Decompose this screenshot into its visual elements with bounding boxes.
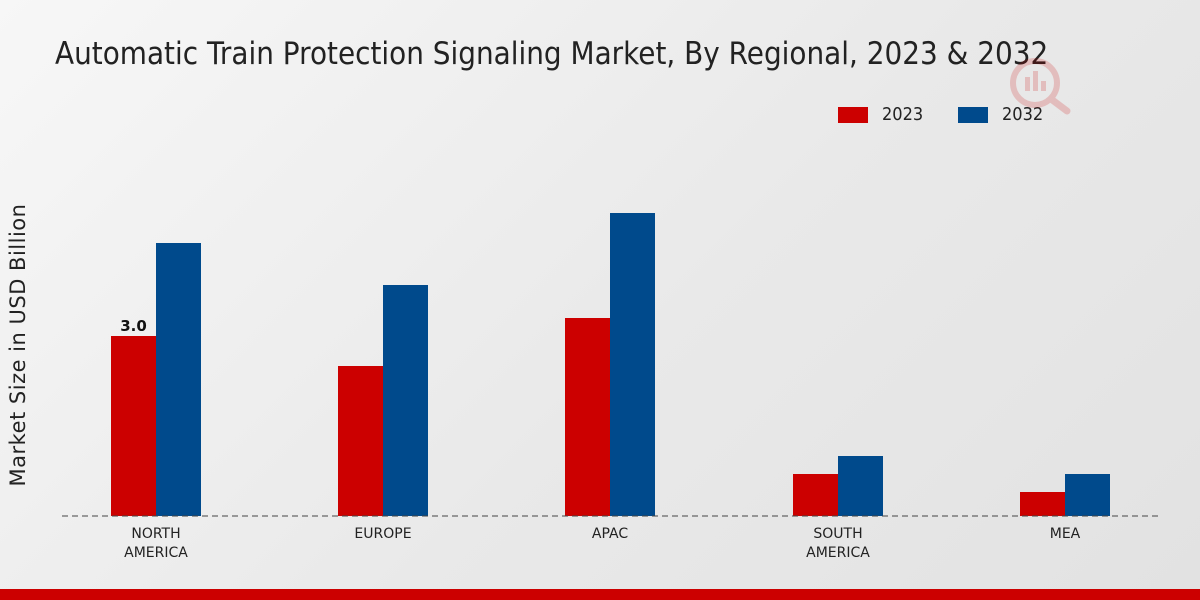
- x-tick-label: NORTH AMERICA: [124, 526, 188, 561]
- watermark-logo-icon: [1010, 58, 1071, 115]
- bar-2023-europe: [338, 366, 383, 516]
- bar-2032-south-america: [838, 456, 883, 516]
- legend-swatch-2023: [838, 106, 868, 123]
- bar-2023-south-america: [793, 474, 838, 516]
- legend-label-2032: 2032: [1002, 104, 1044, 125]
- x-tick-label: MEA: [1050, 526, 1081, 542]
- chart-title: Automatic Train Protection Signaling Mar…: [55, 36, 1049, 72]
- bar-2032-north-america: [156, 243, 201, 516]
- bar-2032-mea: [1065, 474, 1110, 516]
- legend-swatch-2032: [958, 106, 988, 123]
- x-tick-label: EUROPE: [354, 526, 411, 542]
- legend-item-2032: 2032: [958, 104, 1048, 125]
- bottom-accent-bar: [0, 589, 1200, 600]
- x-tick-label: SOUTH AMERICA: [806, 526, 870, 561]
- bar-2023-mea: [1020, 492, 1065, 516]
- legend-label-2023: 2023: [882, 104, 924, 125]
- legend-item-2023: 2023: [838, 104, 928, 125]
- data-label: 3.0: [120, 317, 147, 335]
- bar-2032-europe: [383, 285, 428, 516]
- x-tick-label: APAC: [592, 526, 628, 542]
- bar-2032-apac: [610, 213, 655, 516]
- bar-2023-apac: [565, 318, 610, 516]
- bar-2023-north-america: [111, 336, 156, 516]
